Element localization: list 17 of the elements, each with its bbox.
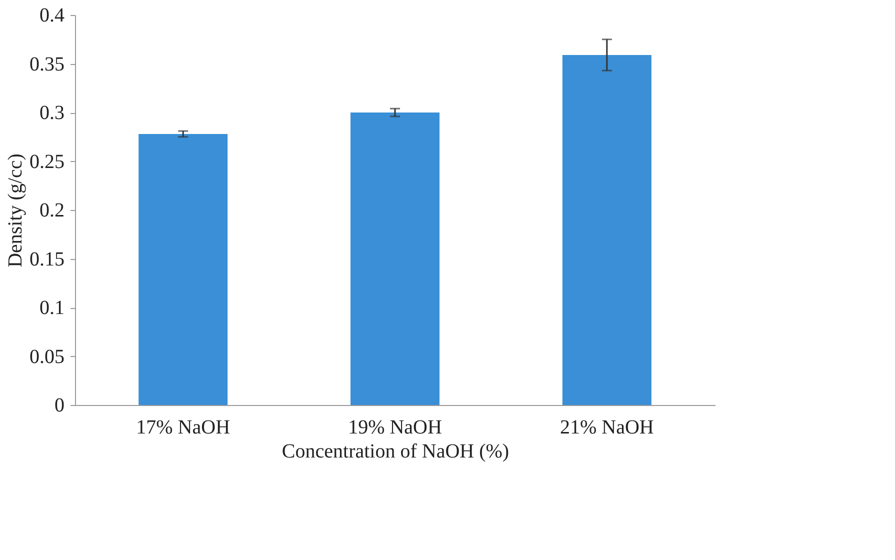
y-axis-title: Density (g/cc)	[4, 154, 26, 268]
bar	[350, 112, 440, 405]
y-tick-label: 0.4	[40, 4, 64, 26]
y-tick-label: 0	[54, 394, 64, 416]
bar	[562, 54, 652, 405]
bar	[138, 134, 228, 405]
x-axis-title: Concentration of NaOH (%)	[282, 440, 510, 462]
y-tick-label: 0.35	[30, 53, 64, 76]
y-tick-label: 0.15	[30, 248, 64, 270]
y-tick-label: 0.2	[40, 200, 64, 222]
x-tick-label: 19% NaOH	[348, 416, 442, 438]
y-tick-label: 0.3	[40, 102, 64, 124]
x-tick-label: 17% NaOH	[136, 416, 230, 438]
y-tick-label: 0.1	[40, 297, 64, 319]
y-tick-label: 0.25	[30, 150, 64, 173]
y-tick-label: 0.05	[30, 346, 64, 368]
x-tick-label: 21% NaOH	[560, 416, 654, 438]
